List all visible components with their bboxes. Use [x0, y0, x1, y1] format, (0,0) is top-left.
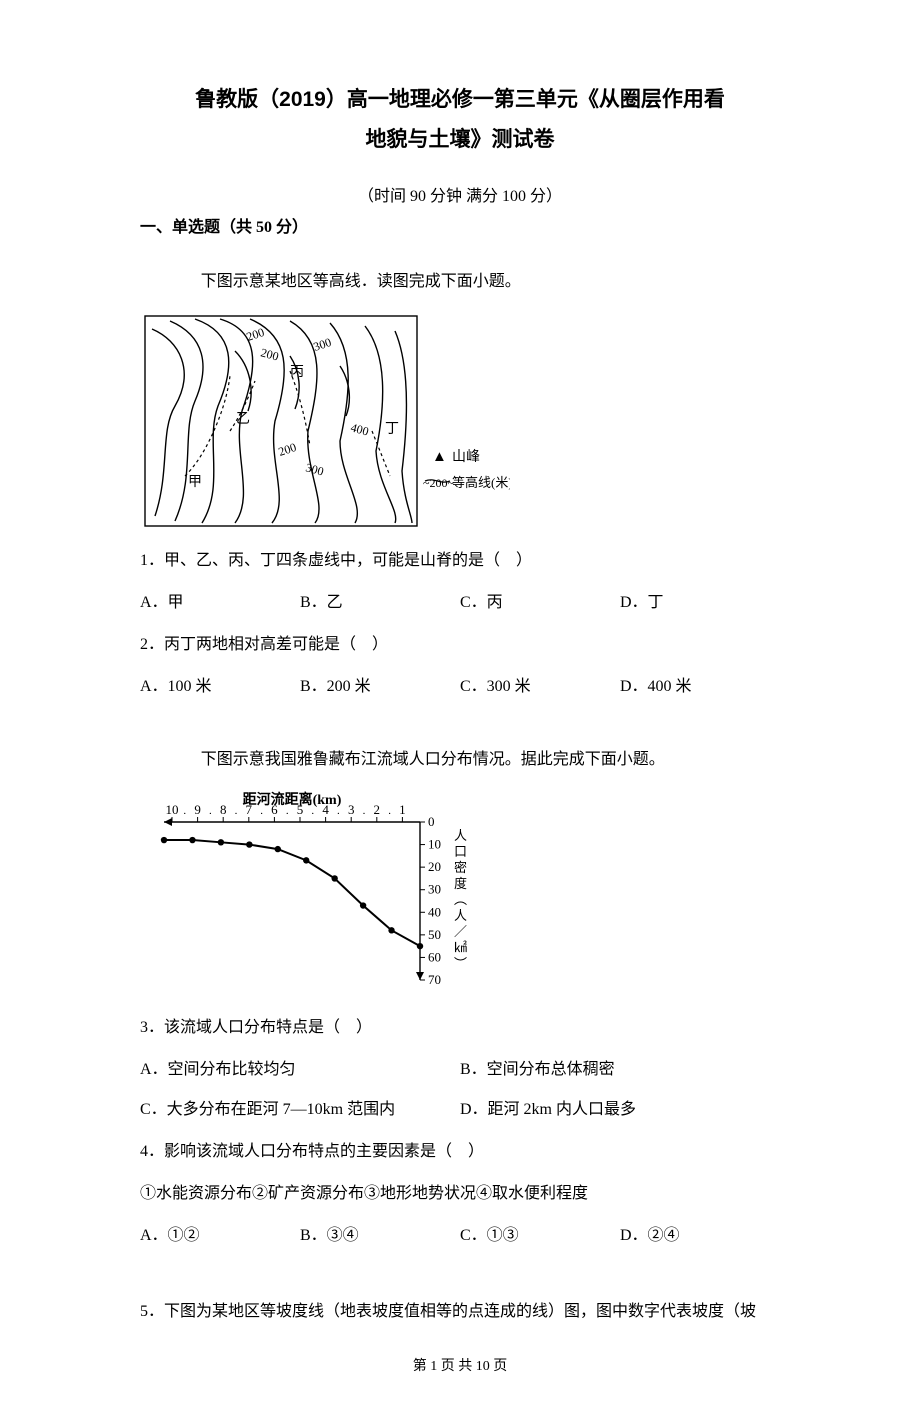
svg-text:︶: ︶	[454, 956, 467, 971]
q2-opt-b: B．200 米	[300, 671, 460, 703]
svg-text:㎢: ㎢	[454, 940, 467, 955]
svg-text:300: 300	[304, 460, 325, 478]
svg-text:山峰: 山峰	[452, 449, 480, 465]
q4-opt-b: B．③④	[300, 1220, 460, 1252]
svg-text:度: 度	[454, 876, 467, 891]
q4-opt-a: A．①②	[140, 1220, 300, 1252]
svg-text:7: 7	[246, 802, 253, 817]
svg-text:.: .	[286, 805, 289, 817]
svg-text:200: 200	[245, 325, 266, 344]
svg-text:10: 10	[166, 802, 179, 817]
svg-text:乙: 乙	[236, 411, 250, 427]
svg-text:.: .	[235, 805, 238, 817]
q2-opt-d: D．400 米	[620, 671, 780, 703]
svg-text:等高线(米): 等高线(米)	[452, 475, 510, 490]
svg-text:8: 8	[220, 802, 227, 817]
svg-text:10: 10	[428, 837, 441, 852]
svg-text:.: .	[363, 805, 366, 817]
svg-text:50: 50	[428, 927, 441, 942]
svg-text:60: 60	[428, 950, 441, 965]
q4-opt-d: D．②④	[620, 1220, 780, 1252]
exam-meta: （时间 90 分钟 满分 100 分）	[140, 184, 780, 210]
svg-text:丁: 丁	[385, 422, 399, 437]
q1-opt-c: C．丙	[460, 587, 620, 619]
svg-text:20: 20	[428, 859, 441, 874]
svg-text:3: 3	[348, 802, 355, 817]
q2-opt-c: C．300 米	[460, 671, 620, 703]
q1-opt-b: B．乙	[300, 587, 460, 619]
q1-opt-a: A．甲	[140, 587, 300, 619]
svg-text:200: 200	[277, 440, 298, 459]
q1-opt-d: D．丁	[620, 587, 780, 619]
svg-text:人: 人	[454, 908, 467, 923]
svg-text:30: 30	[428, 882, 441, 897]
svg-text:.: .	[260, 805, 263, 817]
question-4-options: A．①② B．③④ C．①③ D．②④	[140, 1220, 780, 1252]
svg-text:70: 70	[428, 972, 441, 987]
figure-line-chart: 距河流距离(km)10.9.8.7.6.5.4.3.2.101020304050…	[140, 788, 780, 998]
q4-opt-c: C．①③	[460, 1220, 620, 1252]
section-1-heading: 一、单选题（共 50 分）	[140, 215, 780, 241]
svg-text:密: 密	[454, 860, 467, 875]
svg-text:0: 0	[428, 814, 435, 829]
svg-text:400: 400	[349, 420, 370, 438]
q3-opt-c: C．大多分布在距河 7—10km 范围内	[140, 1094, 460, 1126]
passage-1-intro: 下图示意某地区等高线．读图完成下面小题。	[140, 269, 780, 295]
question-1-options: A．甲 B．乙 C．丙 D．丁	[140, 587, 780, 619]
svg-text:1: 1	[399, 802, 406, 817]
question-1: 1．甲、乙、丙、丁四条虚线中，可能是山脊的是（ ）	[140, 545, 780, 577]
svg-text:9: 9	[194, 802, 201, 817]
svg-text:.: .	[388, 805, 391, 817]
question-3-options-row1: A．空间分布比较均匀 B．空间分布总体稠密	[140, 1054, 780, 1086]
q2-opt-a: A．100 米	[140, 671, 300, 703]
svg-text:4: 4	[322, 802, 329, 817]
svg-text:.: .	[337, 805, 340, 817]
passage-2-intro: 下图示意我国雅鲁藏布江流域人口分布情况。据此完成下面小题。	[140, 747, 780, 773]
question-5: 5．下图为某地区等坡度线（地表坡度值相等的点连成的线）图，图中数字代表坡度（坡	[140, 1296, 780, 1328]
q3-opt-b: B．空间分布总体稠密	[460, 1054, 780, 1086]
svg-text:口: 口	[454, 844, 467, 859]
question-3: 3．该流域人口分布特点是（ ）	[140, 1012, 780, 1044]
svg-text:丙: 丙	[290, 365, 304, 380]
title-line-1: 鲁教版（2019）高一地理必修一第三单元《从圈层作用看	[140, 80, 780, 120]
svg-text:▲: ▲	[432, 449, 447, 465]
question-2-options: A．100 米 B．200 米 C．300 米 D．400 米	[140, 671, 780, 703]
q3-opt-d: D．距河 2km 内人口最多	[460, 1094, 780, 1126]
question-2: 2．丙丁两地相对高差可能是（ ）	[140, 629, 780, 661]
page-footer: 第 1 页 共 10 页	[140, 1356, 780, 1378]
svg-text:.: .	[209, 805, 212, 817]
svg-text:人: 人	[454, 828, 467, 843]
svg-text:5: 5	[297, 802, 304, 817]
svg-text:︵: ︵	[454, 892, 467, 907]
q3-opt-a: A．空间分布比较均匀	[140, 1054, 460, 1086]
svg-text:甲: 甲	[188, 475, 202, 490]
question-3-options-row2: C．大多分布在距河 7—10km 范围内 D．距河 2km 内人口最多	[140, 1094, 780, 1126]
title-line-2: 地貌与土壤》测试卷	[140, 120, 780, 160]
svg-text:／: ／	[454, 924, 467, 939]
question-4-factors: ①水能资源分布②矿产资源分布③地形地势状况④取水便利程度	[140, 1178, 780, 1210]
svg-text:40: 40	[428, 904, 441, 919]
svg-text:.: .	[311, 805, 314, 817]
svg-text:200: 200	[259, 345, 280, 363]
svg-text:~200~: ~200~	[423, 476, 454, 490]
svg-text:.: .	[183, 805, 186, 817]
svg-text:6: 6	[271, 802, 278, 817]
figure-contour-map: 200 300 400 200 300 200 甲 乙 丙丁 ▲ 山峰 ~200~等高线(米)	[140, 311, 780, 531]
svg-text:300: 300	[312, 335, 333, 354]
svg-text:2: 2	[374, 802, 381, 817]
question-4: 4．影响该流域人口分布特点的主要因素是（ ）	[140, 1136, 780, 1168]
